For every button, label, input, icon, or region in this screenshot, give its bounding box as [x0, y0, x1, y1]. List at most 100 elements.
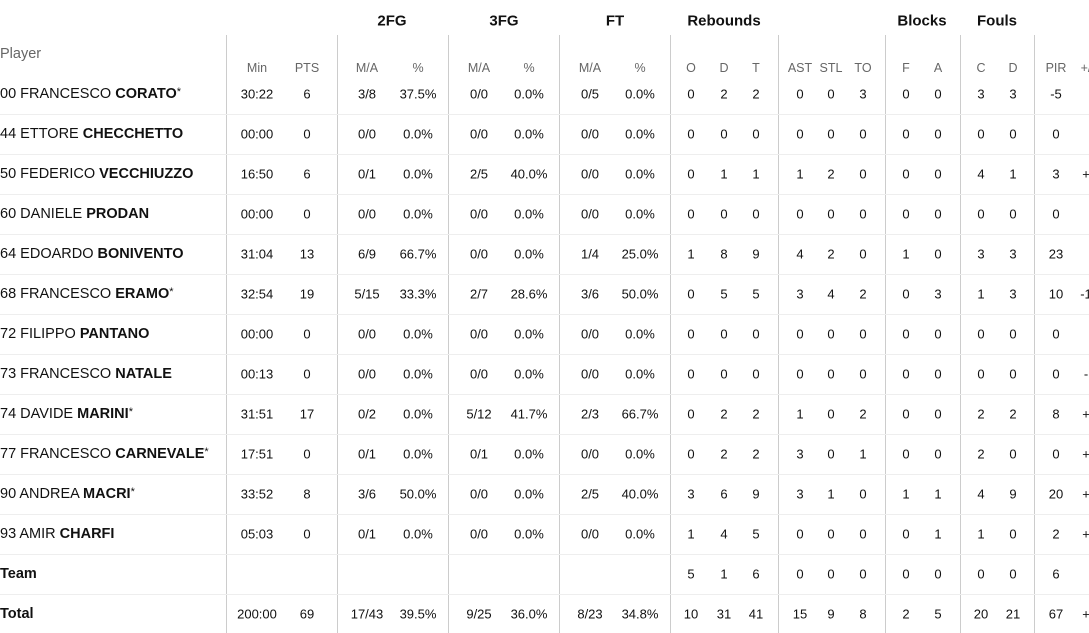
- stat-cell: 0.0%: [403, 366, 433, 382]
- stat-cell: 3: [1009, 246, 1017, 262]
- stat-cell: 0: [934, 126, 942, 142]
- total-label: Total: [0, 606, 34, 622]
- stat-cell: 2: [720, 446, 728, 462]
- stat-cell: 0.0%: [514, 486, 544, 502]
- column-header: D: [719, 61, 729, 75]
- stat-cell: 1: [902, 486, 910, 502]
- player-number: 50: [0, 166, 17, 182]
- stat-cell: 1: [720, 166, 728, 182]
- stat-cell: 2: [720, 406, 728, 422]
- row-separator: [0, 234, 1089, 235]
- stat-cell: 1: [796, 166, 804, 182]
- stat-cell: 0: [687, 286, 695, 302]
- stat-cell: 0/0: [469, 86, 489, 102]
- stat-cell: 05:03: [240, 526, 274, 542]
- column-divider: [1034, 35, 1035, 633]
- stat-cell: -5: [1050, 86, 1062, 102]
- stat-cell: 0: [902, 206, 910, 222]
- stat-cell: 66.7%: [621, 406, 659, 422]
- column-header: O: [686, 61, 696, 75]
- row-separator: [0, 314, 1089, 315]
- stat-cell: 0/5: [580, 86, 600, 102]
- stat-cell: 0.0%: [403, 446, 433, 462]
- stat-cell: 0/1: [357, 446, 377, 462]
- stat-cell: 0: [303, 446, 311, 462]
- starter-mark: *: [130, 486, 135, 498]
- stat-cell: 3: [687, 486, 695, 502]
- stat-cell: 0/0: [580, 526, 600, 542]
- column-header: STL: [819, 61, 843, 75]
- starter-mark: *: [128, 406, 133, 418]
- player-number: 72: [0, 326, 17, 342]
- column-header: TO: [854, 61, 872, 75]
- stat-cell: 8: [1052, 406, 1060, 422]
- stat-cell: 0: [827, 406, 835, 422]
- stat-cell: 0: [934, 406, 942, 422]
- player-name: 93 AMIR CHARFI: [0, 526, 114, 542]
- player-name: 64 EDOARDO BONIVENTO: [0, 246, 183, 262]
- stat-cell: 2/7: [469, 286, 489, 302]
- stat-cell: 23: [1048, 246, 1064, 262]
- column-divider: [885, 35, 886, 633]
- stat-cell: 1: [977, 526, 985, 542]
- column-header: M/A: [355, 61, 379, 75]
- stat-cell: 0.0%: [403, 126, 433, 142]
- stat-cell: 0/0: [469, 526, 489, 542]
- stat-cell: 13: [299, 246, 315, 262]
- stat-cell: 0: [977, 326, 985, 342]
- column-header: AST: [787, 61, 813, 75]
- stat-cell: 2: [902, 606, 910, 622]
- stat-cell: 0.0%: [403, 166, 433, 182]
- stat-cell: 5/12: [466, 406, 492, 422]
- stat-cell: 4: [977, 166, 985, 182]
- stat-cell: 1/4: [580, 246, 600, 262]
- stat-cell: 0: [1009, 366, 1017, 382]
- stat-cell: 9: [827, 606, 835, 622]
- column-header: %: [523, 61, 535, 75]
- stat-cell: 0: [902, 566, 910, 582]
- stat-cell: +: [1082, 166, 1089, 182]
- stat-cell: 0: [1052, 206, 1060, 222]
- stat-cell: 0: [934, 206, 942, 222]
- stat-cell: 0: [687, 86, 695, 102]
- stat-cell: 8: [859, 606, 867, 622]
- stat-cell: 40.0%: [510, 166, 548, 182]
- stat-cell: 8/23: [577, 606, 603, 622]
- stat-cell: 0/0: [580, 166, 600, 182]
- stat-cell: 3: [1009, 286, 1017, 302]
- stat-cell: 2: [859, 406, 867, 422]
- stat-cell: 0: [1009, 526, 1017, 542]
- starter-mark: *: [169, 286, 174, 298]
- stat-cell: 0.0%: [514, 206, 544, 222]
- stat-cell: 3: [796, 446, 804, 462]
- stat-cell: 0: [687, 366, 695, 382]
- stat-cell: 0/1: [469, 446, 489, 462]
- stat-cell: 3: [977, 246, 985, 262]
- player-name: 74 DAVIDE MARINI*: [0, 406, 133, 422]
- stat-cell: 0: [859, 526, 867, 542]
- stat-cell: 2: [859, 286, 867, 302]
- stat-cell: 00:00: [240, 326, 274, 342]
- stat-cell: 5: [720, 286, 728, 302]
- stat-cell: 6: [720, 486, 728, 502]
- column-divider: [778, 35, 779, 633]
- stat-cell: 0: [934, 366, 942, 382]
- stat-cell: 5/15: [354, 286, 380, 302]
- stat-cell: 6: [303, 86, 311, 102]
- stat-cell: 0: [752, 366, 760, 382]
- stat-cell: 0.0%: [403, 526, 433, 542]
- row-separator: [0, 394, 1089, 395]
- stat-cell: 1: [687, 526, 695, 542]
- stat-cell: 1: [796, 406, 804, 422]
- stat-cell: 0: [902, 446, 910, 462]
- stat-cell: 0.0%: [625, 366, 655, 382]
- stat-cell: 0/0: [580, 326, 600, 342]
- stat-cell: 0.0%: [514, 446, 544, 462]
- player-name: 68 FRANCESCO ERAMO*: [0, 286, 174, 302]
- stat-cell: 3: [1052, 166, 1060, 182]
- group-header: FT: [605, 12, 625, 30]
- group-header: Blocks: [897, 12, 947, 30]
- player-name: 50 FEDERICO VECCHIUZZO: [0, 166, 193, 182]
- player-last-name: MACRI: [83, 486, 131, 502]
- stat-cell: 9: [752, 246, 760, 262]
